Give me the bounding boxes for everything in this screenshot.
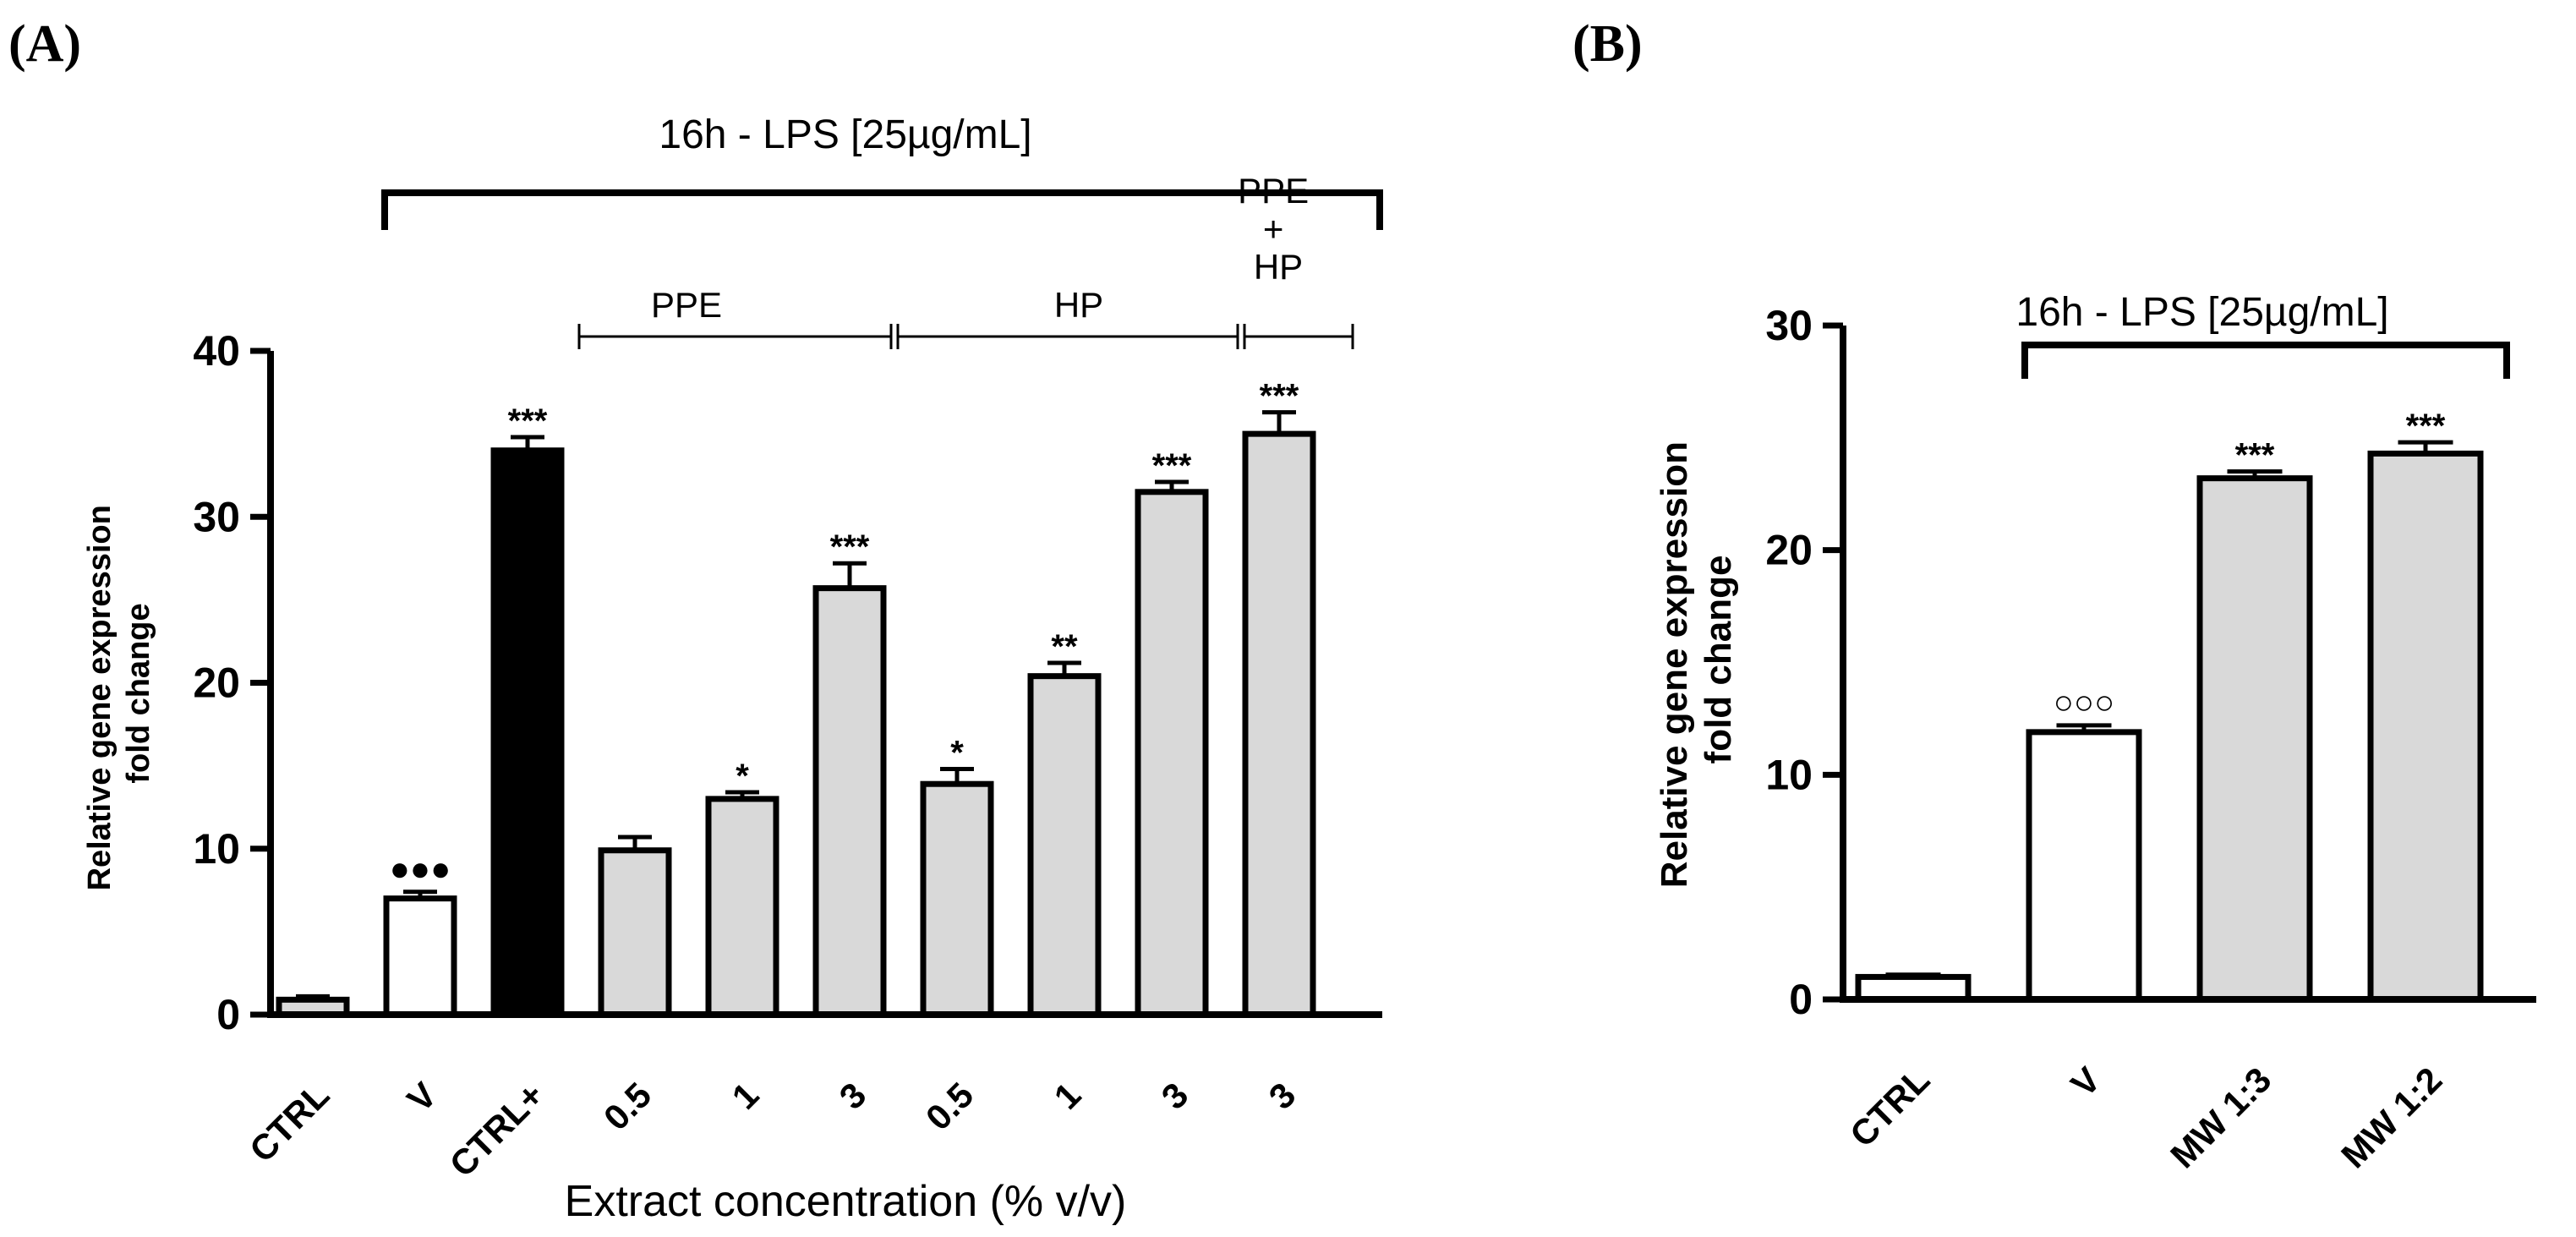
panel-a-bars: ●●●**************** bbox=[276, 378, 1316, 1018]
x-tick-label: 1 bbox=[725, 1075, 767, 1117]
significance-label: *** bbox=[2406, 408, 2446, 445]
x-tick-label: CTRL bbox=[1842, 1059, 1937, 1154]
significance-label: *** bbox=[508, 402, 548, 440]
significance-label: ** bbox=[1051, 628, 1078, 665]
panel-a-x-axis-label: Extract concentration (% v/v) bbox=[565, 1177, 1127, 1226]
bar bbox=[1027, 673, 1102, 1018]
bar bbox=[2367, 450, 2484, 1003]
bar bbox=[2196, 475, 2313, 1003]
panel-a-y-axis-label: Relative gene expression fold change bbox=[82, 496, 156, 891]
significance-label: * bbox=[736, 758, 749, 795]
bar bbox=[812, 585, 887, 1018]
panel-b-y-axis-label-line1: Relative gene expression bbox=[1654, 441, 1695, 888]
group-label-ppe-hp-line2: + bbox=[1263, 209, 1284, 249]
b-y-tick-label: 10 bbox=[1765, 751, 1813, 798]
x-tick-label: CTRL+ bbox=[442, 1075, 552, 1185]
bar bbox=[2026, 729, 2142, 1003]
panel-b-y-axis-label-line2: fold change bbox=[1698, 556, 1739, 764]
a-y-tick-label: 10 bbox=[193, 825, 240, 873]
panel-a-treatment-bracket bbox=[381, 189, 1383, 230]
x-tick-label: 1 bbox=[1047, 1075, 1089, 1117]
significance-label: ○○○ bbox=[2054, 684, 2114, 721]
significance-label: *** bbox=[1260, 378, 1299, 415]
panel-b-y-ticks: 0 10 20 30 bbox=[1765, 302, 1843, 1023]
a-y-tick-label: 0 bbox=[216, 991, 240, 1038]
significance-label: * bbox=[950, 735, 964, 772]
group-label-ppe-hp-line1: PPE bbox=[1238, 171, 1309, 211]
bar bbox=[490, 447, 565, 1018]
x-tick-label: 3 bbox=[1154, 1075, 1196, 1117]
panel-b-bars: ○○○ *** *** bbox=[1855, 408, 2484, 1003]
x-tick-label: MW 1:2 bbox=[2333, 1059, 2449, 1175]
a-y-tick-label: 20 bbox=[193, 660, 240, 707]
panel-a: (A) 16h - LPS [25µg/mL] PPE HP PPE + HP … bbox=[8, 15, 1383, 1226]
panel-b-y-axis-label: Relative gene expression fold change bbox=[1654, 431, 1739, 888]
b-y-tick-label: 30 bbox=[1765, 302, 1813, 349]
group-label-hp: HP bbox=[1054, 285, 1103, 325]
panel-a-y-axis-label-line2: fold change bbox=[121, 603, 156, 783]
a-y-tick-label: 40 bbox=[193, 327, 240, 375]
panel-b-label: (B) bbox=[1572, 15, 1643, 73]
a-y-tick-label: 30 bbox=[193, 493, 240, 540]
panel-b: (B) 16h - LPS [25µg/mL] Relative gene ex… bbox=[1572, 15, 2536, 1175]
significance-label: ●●● bbox=[390, 851, 451, 888]
x-tick-label: MW 1:3 bbox=[2163, 1059, 2278, 1175]
x-tick-label: 0.5 bbox=[918, 1075, 982, 1138]
panel-b-treatment-bracket bbox=[2021, 342, 2510, 379]
bar bbox=[705, 796, 779, 1018]
panel-b-x-ticks: CTRL V MW 1:3 MW 1:2 bbox=[1842, 1059, 2449, 1175]
bar bbox=[383, 895, 457, 1018]
x-tick-label: V bbox=[2063, 1059, 2108, 1104]
x-tick-label: V bbox=[399, 1075, 444, 1119]
panel-a-y-ticks: 0 10 20 30 40 bbox=[193, 327, 271, 1038]
significance-label: *** bbox=[1152, 447, 1192, 484]
panel-a-treatment-label: 16h - LPS [25µg/mL] bbox=[659, 112, 1031, 157]
group-label-ppe: PPE bbox=[651, 285, 722, 325]
x-tick-label: CTRL bbox=[242, 1075, 336, 1169]
group-brackets bbox=[577, 324, 1354, 349]
group-label-ppe-hp-line3: HP bbox=[1254, 247, 1303, 287]
x-tick-label: 3 bbox=[1261, 1075, 1304, 1117]
x-tick-label: 3 bbox=[832, 1075, 874, 1117]
group-label-ppe-hp: PPE + HP bbox=[1238, 171, 1319, 287]
significance-label: *** bbox=[830, 528, 870, 566]
bar bbox=[920, 780, 994, 1018]
x-tick-label: 0.5 bbox=[596, 1075, 659, 1138]
significance-label: *** bbox=[2235, 437, 2275, 474]
panel-a-label: (A) bbox=[8, 15, 81, 73]
bar bbox=[1135, 489, 1209, 1018]
bar bbox=[598, 847, 672, 1018]
b-y-tick-label: 20 bbox=[1765, 527, 1813, 574]
panel-b-treatment-label: 16h - LPS [25µg/mL] bbox=[2015, 290, 2388, 335]
bar bbox=[1242, 430, 1316, 1018]
panel-a-y-axis-label-line1: Relative gene expression bbox=[82, 505, 118, 890]
b-y-tick-label: 0 bbox=[1789, 976, 1813, 1023]
